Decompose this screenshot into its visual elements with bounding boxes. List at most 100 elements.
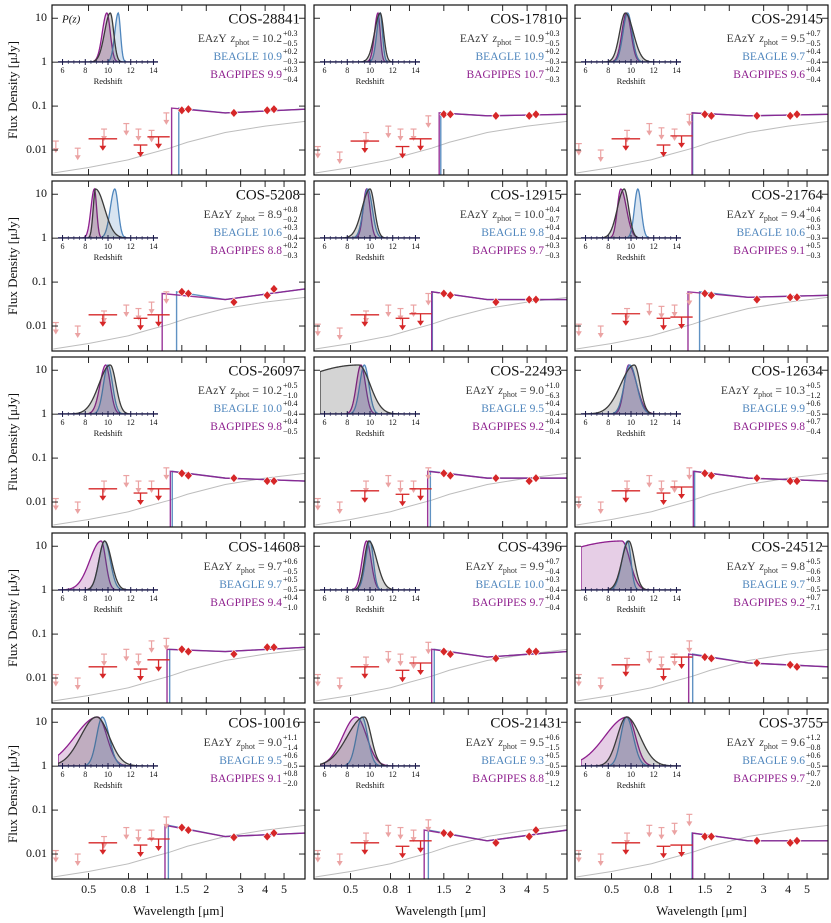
estimate-code: EAzY (727, 561, 756, 573)
template-sed (576, 824, 828, 878)
upper-limit (385, 824, 392, 838)
upper-limit (123, 648, 130, 662)
inset-tick-label: 14 (149, 770, 157, 779)
estimate: BAGPIPES 9.1 (733, 245, 805, 257)
upper-limit (385, 125, 392, 139)
wide-limit (611, 490, 641, 503)
wide-limit-head (99, 673, 107, 679)
pz-curve (581, 188, 681, 238)
estimate-code: EAzY (727, 737, 756, 749)
upper-limit (385, 650, 392, 664)
detection (439, 109, 449, 120)
upper-limit (336, 327, 343, 341)
panel-title: COS-17810 (490, 11, 562, 27)
limit-head (52, 857, 59, 863)
estimate-code: BAGPIPES (472, 773, 526, 785)
upper-limit (385, 304, 392, 318)
estimate-value: 9.8 (791, 561, 806, 573)
inset-tick-label: 8 (83, 418, 87, 427)
inset-tick-label: 14 (672, 242, 680, 251)
wide-limit-head (678, 324, 686, 330)
estimate-value: 9.1 (791, 245, 806, 257)
estimate-plus: +0.4 (283, 417, 298, 426)
inset-x-label: Redshift (617, 252, 646, 262)
estimate-code: BAGPIPES (210, 421, 264, 433)
z-eq: = (775, 385, 782, 397)
limit-head (624, 315, 631, 321)
detection (531, 646, 541, 657)
y-tick-label: 0.01 (26, 142, 47, 156)
inset-tick-label: 12 (127, 66, 135, 75)
estimate-plus: +1.1 (283, 733, 298, 742)
limit-head (163, 119, 170, 125)
upper-limit (686, 113, 693, 127)
inset-tick-label: 8 (83, 242, 87, 251)
plot-area (575, 640, 828, 703)
z-sub: phot (503, 566, 518, 575)
z-symbol: z (497, 737, 503, 749)
limit-head (101, 661, 108, 667)
x-tick-label: 5 (543, 882, 549, 896)
x-tick-label: 2 (726, 882, 732, 896)
inset-tick-label: 10 (104, 418, 112, 427)
estimate: BAGPIPES 8.8 (472, 773, 544, 785)
wide-limit-head (678, 852, 686, 858)
upper-limit (123, 304, 130, 318)
limit-head (646, 310, 653, 316)
estimate-code: EAzY (721, 385, 750, 397)
estimate-minus: −0.6 (806, 567, 821, 576)
limit-head (397, 136, 404, 142)
wide-limit (395, 317, 410, 331)
inset-x-label: Redshift (617, 604, 646, 614)
estimate-plus: +0.6 (806, 399, 821, 408)
estimate-code: BAGPIPES (210, 69, 264, 81)
upper-limit (336, 501, 343, 515)
wide-limit-head (660, 325, 668, 331)
estimate: EAzY zphot = 9.0 (204, 737, 283, 752)
z-symbol: z (235, 209, 241, 221)
estimate-minus: −0.4 (806, 427, 821, 436)
estimate-code: BAGPIPES (472, 597, 526, 609)
inset-x-label: Redshift (617, 780, 646, 790)
x-tick-label: 1 (144, 882, 150, 896)
detection (752, 835, 762, 846)
limit-head (646, 832, 653, 838)
detection (262, 831, 272, 842)
detection (269, 283, 279, 294)
x-tick-label: 1.5 (697, 882, 712, 896)
estimate: BEAGLE 10.6 (737, 227, 806, 239)
wide-limit (147, 136, 170, 149)
estimate: BAGPIPES 9.1 (210, 773, 282, 785)
estimate-value: 9.4 (268, 597, 283, 609)
x-tick-label: 1 (667, 882, 673, 896)
wide-limit-head (155, 321, 163, 327)
estimate-minus: −2.0 (806, 779, 821, 788)
estimate: EAzY zphot = 9.4 (727, 209, 806, 224)
upper-limit (425, 641, 432, 655)
wide-limit-head (399, 153, 407, 159)
detection (491, 110, 501, 121)
estimate: EAzY zphot = 10.0 (460, 209, 544, 224)
estimate-value: 9.6 (791, 755, 806, 767)
detection (524, 294, 534, 305)
inset-tick-label: 10 (366, 66, 374, 75)
panel: COS-22493 EAzY zphot = 9.0 +1.0−6.3 BEAGLE 9.5 +… (313, 356, 568, 528)
inset-tick-label: 10 (627, 770, 635, 779)
x-tick-label: 1.5 (174, 882, 189, 896)
z-symbol: z (492, 209, 498, 221)
estimate-minus: −0.4 (545, 427, 560, 436)
limit-head (163, 474, 170, 480)
panel-frame (51, 708, 306, 880)
model-sed (691, 112, 828, 175)
estimate: BEAGLE 9.3 (481, 755, 544, 767)
inset-tick-label: 12 (650, 770, 658, 779)
estimate-plus: +0.6 (545, 733, 560, 742)
estimate: BEAGLE 9.6 (742, 755, 805, 767)
z-symbol: z (758, 561, 764, 573)
estimate-code: BEAGLE (742, 755, 787, 767)
x-tick-label: 4 (785, 882, 791, 896)
panel-title: COS-12915 (490, 187, 562, 203)
model-sed (698, 291, 828, 351)
detection (229, 473, 239, 484)
panel-frame (313, 356, 568, 528)
